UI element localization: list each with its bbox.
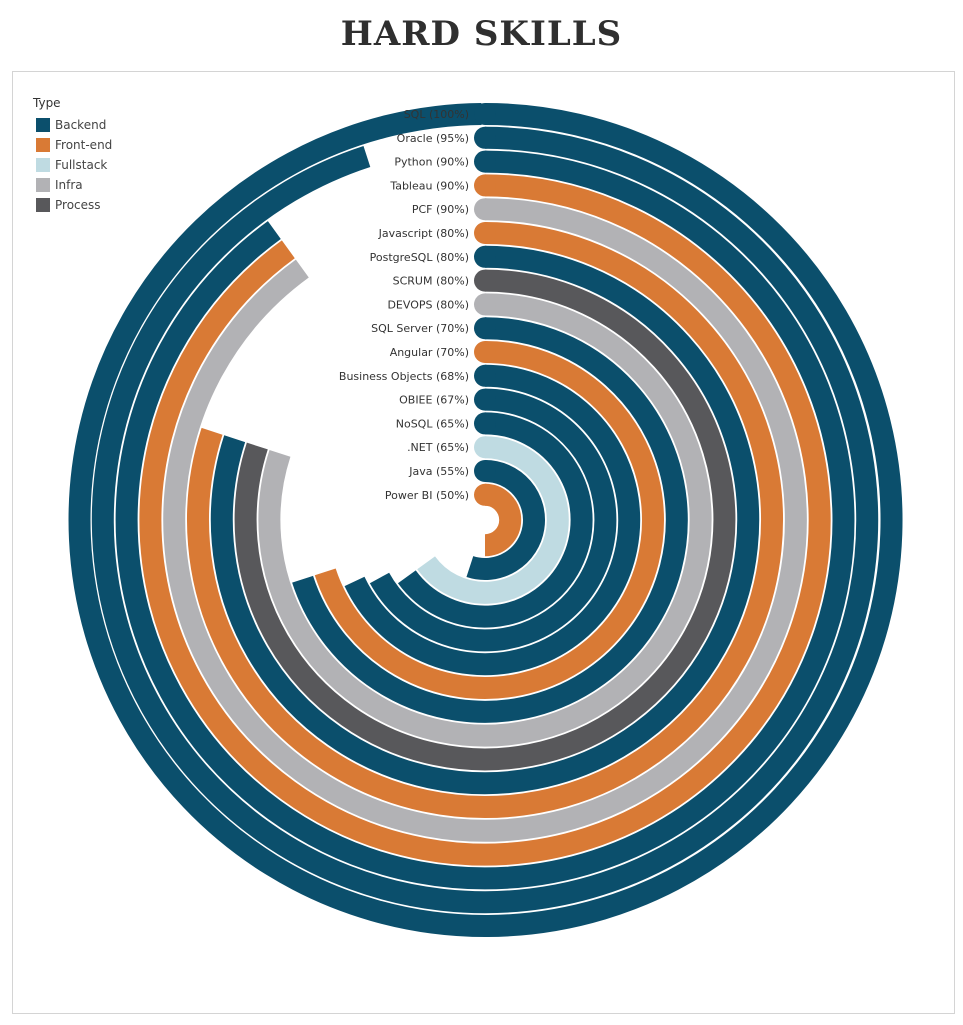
category-label-sql: SQL (100%) [404, 108, 469, 121]
legend-swatch-infra [36, 178, 50, 192]
bar-start-cap-sql-server [474, 317, 496, 340]
legend-label-process: Process [55, 198, 101, 212]
category-label-tableau: Tableau (90%) [389, 179, 469, 192]
category-label-obiee: OBIEE (67%) [399, 394, 469, 407]
legend-title: Type [33, 96, 61, 110]
bar-sql[interactable] [68, 103, 903, 937]
chart-panel [12, 71, 955, 1014]
bar-start-cap-pcf [474, 198, 496, 221]
legend-item-process[interactable]: Process [33, 195, 112, 215]
category-label-javascript: Javascript (80%) [378, 227, 469, 240]
bar-start-cap-oracle [474, 126, 496, 149]
category-label-net: .NET (65%) [407, 441, 469, 454]
legend-item-backend[interactable]: Backend [33, 115, 112, 135]
bar-start-cap-tableau [474, 174, 496, 197]
category-label-python: Python (90%) [394, 156, 469, 169]
bars-group [68, 103, 903, 937]
bar-start-cap-obiee [474, 388, 496, 411]
legend-swatch-backend [36, 118, 50, 132]
bar-start-cap-nosql [474, 412, 496, 435]
category-label-oracle: Oracle (95%) [397, 132, 469, 145]
legend-label-fullstack: Fullstack [55, 158, 108, 172]
legend-label-infra: Infra [55, 178, 83, 192]
bar-sql-server[interactable] [292, 317, 688, 723]
bar-start-cap-python [474, 150, 496, 173]
chart-title: HARD SKILLS [340, 14, 623, 54]
category-label-sql-server: SQL Server (70%) [371, 322, 469, 335]
category-label-java: Java (55%) [408, 465, 469, 478]
legend-label-backend: Backend [55, 118, 107, 132]
bar-start-cap-javascript [474, 222, 496, 244]
bar-tableau[interactable] [139, 174, 831, 866]
bar-start-cap-net [474, 436, 496, 459]
bar-business-objects[interactable] [344, 364, 641, 676]
category-label-business-objects: Business Objects (68%) [339, 370, 469, 383]
category-labels-group: SQL (100%) Oracle (95%) Python (90%) Tablea… [339, 108, 469, 502]
bar-python[interactable] [115, 150, 855, 890]
bar-start-cap-sql [474, 103, 496, 125]
bar-devops[interactable] [258, 293, 712, 747]
category-label-angular: Angular (70%) [390, 346, 469, 359]
category-label-nosql: NoSQL (65%) [396, 417, 469, 430]
bar-start-cap-angular [474, 341, 496, 363]
category-label-postgresql: PostgreSQL (80%) [370, 251, 469, 264]
bar-start-cap-postgresql [474, 245, 496, 268]
bar-pcf[interactable] [163, 198, 807, 842]
category-label-power-bi: Power BI (50%) [385, 489, 469, 502]
legend-label-front-end: Front-end [55, 138, 113, 152]
bar-start-cap-scrum [474, 269, 496, 292]
legend-swatch-front-end [36, 138, 50, 152]
bar-scrum[interactable] [234, 269, 736, 771]
legend: Type Backend Front-end Fullstack Infra P… [33, 96, 112, 215]
bar-start-cap-devops [474, 293, 496, 316]
bar-obiee[interactable] [369, 388, 617, 652]
bar-postgresql[interactable] [210, 245, 760, 795]
legend-swatch-process [36, 198, 50, 212]
bar-angular[interactable] [314, 341, 664, 699]
bar-start-cap-java [474, 460, 496, 482]
category-label-pcf: PCF (90%) [412, 203, 469, 216]
bar-start-cap-power-bi [474, 483, 496, 506]
category-label-scrum: SCRUM (80%) [393, 275, 469, 288]
legend-swatch-fullstack [36, 158, 50, 172]
bar-net[interactable] [417, 436, 569, 604]
legend-item-fullstack[interactable]: Fullstack [33, 155, 112, 175]
legend-item-front-end[interactable]: Front-end [33, 135, 112, 155]
legend-item-infra[interactable]: Infra [33, 175, 112, 195]
category-label-devops: DEVOPS (80%) [387, 298, 469, 311]
bar-start-cap-business-objects [474, 364, 496, 387]
bar-nosql[interactable] [397, 412, 593, 628]
bar-java[interactable] [466, 460, 545, 580]
bar-javascript[interactable] [187, 222, 783, 818]
bar-oracle[interactable] [91, 126, 879, 914]
